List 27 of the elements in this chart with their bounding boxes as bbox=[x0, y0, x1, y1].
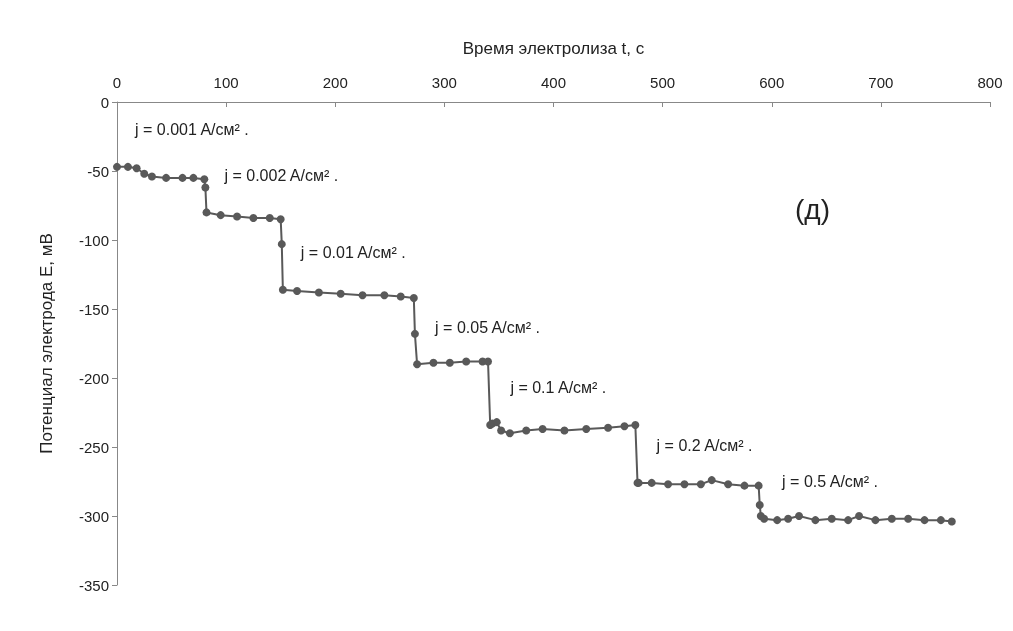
x-tick-label: 200 bbox=[322, 74, 348, 91]
annotation: j = 0.002 A/см² . bbox=[223, 166, 339, 184]
annotation: j = 0.01 A/см² . bbox=[299, 244, 406, 262]
y-tick-label: -200 bbox=[78, 369, 109, 387]
annotation: j = 0.2 A/см² . bbox=[655, 437, 753, 455]
annotation: j = 0.5 A/см² . bbox=[781, 473, 879, 491]
y-tick-label: -50 bbox=[87, 162, 109, 180]
x-axis-title: Время электролиза t, с bbox=[462, 39, 645, 58]
x-tick-label: 300 bbox=[431, 74, 457, 91]
x-tick-label: 800 bbox=[977, 74, 1003, 91]
y-tick-label: -100 bbox=[78, 231, 109, 249]
annotation: j = 0.1 A/см² . bbox=[509, 379, 607, 397]
x-tick-label: 500 bbox=[650, 74, 676, 91]
x-tick-label: 600 bbox=[759, 74, 785, 91]
y-tick-label: -250 bbox=[78, 438, 109, 456]
annotation: (д) bbox=[795, 193, 830, 225]
x-tick-label: 100 bbox=[213, 74, 239, 91]
annotation: j = 0.001 A/см² . bbox=[134, 121, 249, 139]
y-tick-label: -350 bbox=[78, 576, 109, 594]
y-tick-label: -300 bbox=[78, 507, 109, 525]
y-tick-label: 0 bbox=[100, 93, 109, 111]
y-tick-label: -150 bbox=[78, 300, 109, 318]
annotation: j = 0.05 A/см² . bbox=[434, 318, 540, 336]
x-tick-label: 700 bbox=[868, 74, 894, 91]
x-tick-label: 400 bbox=[540, 74, 567, 91]
y-axis-title: Потенциал электрода E, мВ bbox=[37, 233, 56, 454]
x-tick-label: 0 bbox=[112, 74, 122, 91]
